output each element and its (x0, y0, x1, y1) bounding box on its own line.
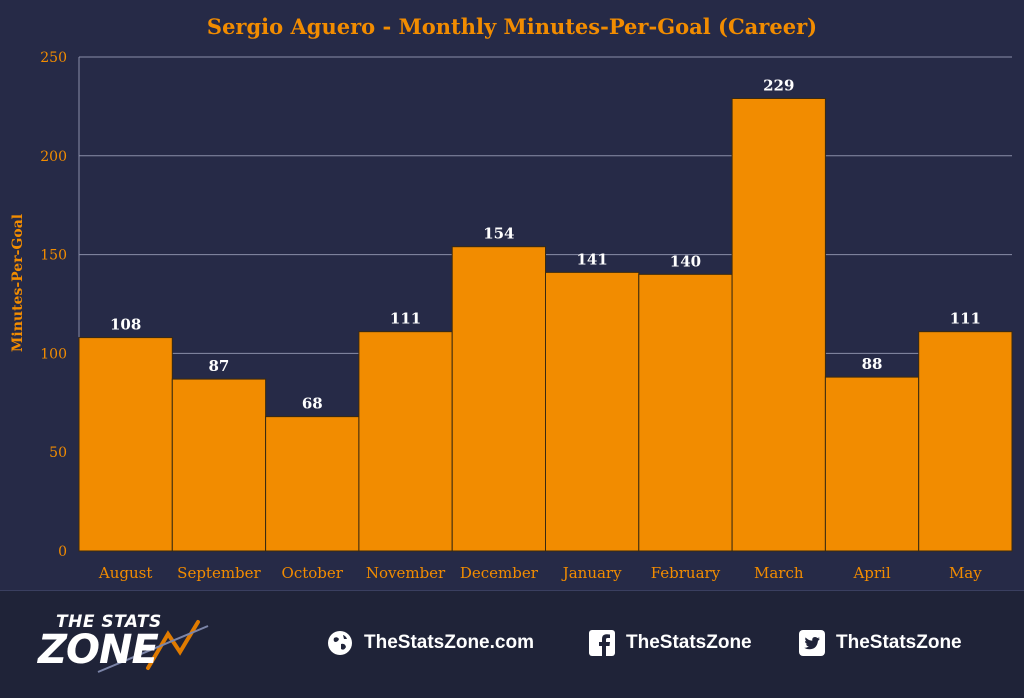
facebook-link[interactable]: TheStatsZone (588, 626, 752, 660)
footer (0, 591, 1024, 698)
data-label: 88 (862, 355, 883, 373)
bar-february (638, 273, 733, 552)
bar-january (545, 271, 640, 552)
twitter-text: TheStatsZone (836, 632, 962, 653)
twitter-icon (798, 629, 826, 657)
y-ticks: 0 50 100 150 200 250 (40, 50, 67, 560)
y-tick-label: 200 (40, 149, 67, 165)
twitter-link[interactable]: TheStatsZone (798, 626, 962, 660)
website-text: TheStatsZone.com (364, 632, 534, 653)
stats-zone-logo: THE STATS ZONE (38, 612, 218, 674)
bar-may (918, 331, 1013, 552)
bar-march (731, 97, 826, 552)
data-label: 87 (209, 357, 230, 375)
x-tick-label: April (852, 564, 890, 582)
y-tick-label: 100 (40, 346, 67, 362)
y-axis-label: Minutes-Per-Goal (10, 214, 26, 352)
facebook-text: TheStatsZone (626, 632, 752, 653)
x-tick-label: January (561, 564, 622, 582)
x-tick-label: October (282, 564, 344, 582)
data-label: 229 (763, 76, 794, 94)
logo-swoosh-icon (97, 620, 209, 673)
bar-september (171, 378, 267, 552)
x-tick-label: February (651, 564, 721, 582)
globe-icon (326, 629, 354, 657)
data-labels: 108 87 68 111 154 141 140 229 88 111 (110, 76, 981, 412)
logo-bottom-text: ZONE (38, 627, 159, 673)
y-tick-label: 0 (58, 544, 67, 560)
x-tick-label: March (754, 564, 804, 582)
data-label: 140 (670, 252, 701, 270)
facebook-icon (588, 629, 616, 657)
y-tick-label: 50 (49, 445, 67, 461)
data-label: 68 (302, 395, 323, 413)
x-tick-labels: August September October November December Ja… (98, 564, 982, 582)
x-tick-label: December (460, 564, 539, 582)
website-link[interactable]: TheStatsZone.com (326, 626, 534, 660)
bar-november (358, 331, 453, 552)
data-label: 111 (950, 310, 981, 328)
data-label: 141 (576, 250, 607, 268)
bar-april (824, 376, 920, 552)
logo-top-text: THE STATS (56, 612, 162, 632)
y-tick-label: 250 (40, 50, 67, 66)
x-tick-label: September (177, 564, 261, 582)
y-tick-label: 150 (40, 248, 67, 264)
footer-divider (0, 590, 1024, 591)
data-label: 154 (483, 225, 514, 243)
bar-august (78, 337, 173, 552)
bars (78, 97, 1013, 552)
data-label: 111 (390, 310, 421, 328)
x-tick-label: August (98, 564, 152, 582)
bar-december (451, 246, 547, 552)
x-tick-label: May (949, 564, 982, 582)
bar-october (265, 416, 360, 552)
bar-chart: Sergio Aguero - Monthly Minutes-Per-Goal… (10, 14, 1013, 582)
data-label: 108 (110, 316, 141, 334)
x-tick-label: November (366, 564, 446, 582)
chart-title: Sergio Aguero - Monthly Minutes-Per-Goal… (207, 14, 817, 39)
